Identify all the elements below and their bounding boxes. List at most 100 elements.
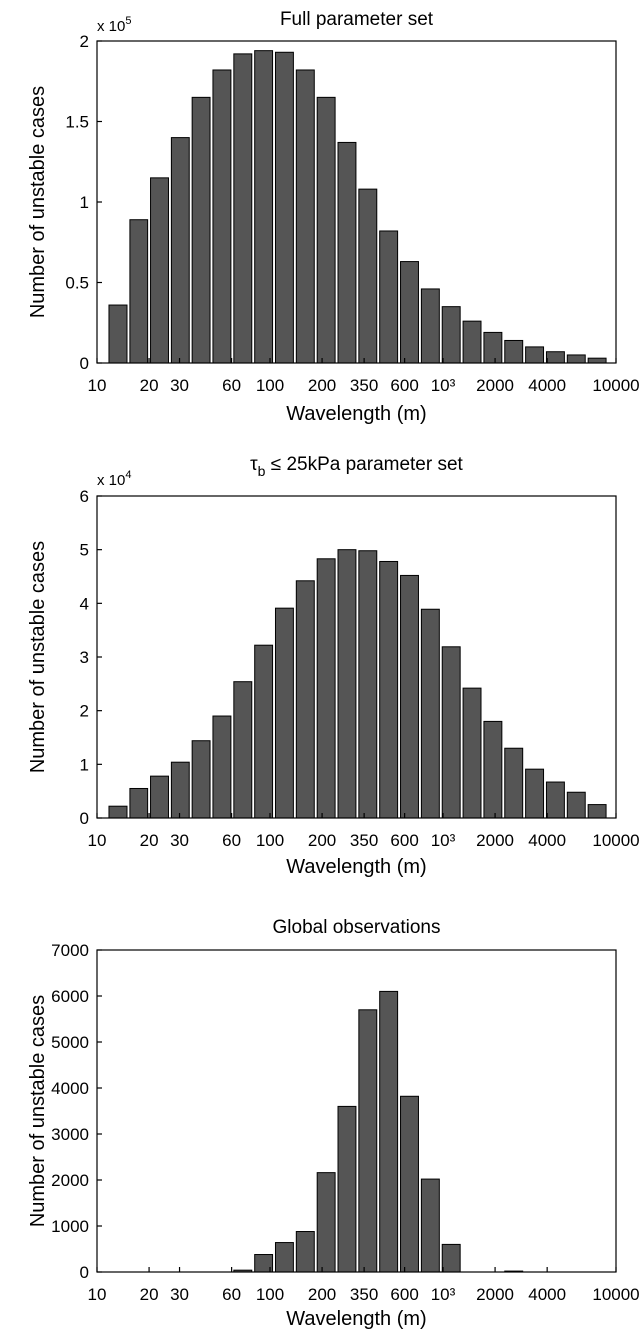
x-axis-label: Wavelength (m) [286,856,426,878]
bar [566,354,586,364]
x-tick-label: 2000 [476,376,514,395]
y-tick-label: 0 [80,809,89,828]
x-tick-label: 10 [88,1285,107,1304]
x-tick-label: 60 [222,831,241,850]
bar [337,1105,357,1273]
bar [150,177,169,364]
y-axis-label: Number of unstable cases [27,541,49,773]
bar [316,558,336,819]
bar [254,50,274,364]
x-tick-label: 10 [88,376,107,395]
y-tick-label: 3000 [51,1125,89,1144]
bar [358,550,378,819]
y-tick-label: 7000 [51,941,89,960]
y-tick-label: 2 [80,702,89,721]
x-tick-label: 4000 [528,376,566,395]
x-tick-label: 10³ [431,831,456,850]
x-tick-label: 10000 [592,831,639,850]
x-tick-label: 100 [256,376,284,395]
bar [420,288,440,364]
bar [441,1243,461,1273]
y-tick-label: 1000 [51,1217,89,1236]
bar [108,805,128,819]
x-tick-label: 100 [256,831,284,850]
bar [504,339,524,364]
x-tick-label: 600 [390,1285,418,1304]
x-tick-label: 350 [350,831,378,850]
bar [358,1009,378,1273]
chart-title: τb ≤ 25kPa parameter set [250,454,463,479]
x-tick-label: 350 [350,1285,378,1304]
bar [504,747,524,819]
x-tick-label: 30 [170,831,189,850]
bar [233,681,253,819]
bar [191,96,211,364]
bar [274,51,294,364]
x-tick-label: 4000 [528,831,566,850]
bar [108,304,128,364]
plot-frame [96,949,617,1273]
bar [274,1242,294,1273]
y-tick-label: 3 [80,648,89,667]
y-multiplier: x 105 [97,15,131,35]
bar [191,740,211,819]
x-tick-label: 30 [170,376,189,395]
bar [441,306,461,364]
y-tick-label: 2 [80,32,89,51]
y-tick-label: 5 [80,541,89,560]
x-tick-label: 600 [390,376,418,395]
bar [316,1172,336,1273]
x-tick-label: 10000 [592,1285,639,1304]
bar [295,580,315,819]
x-tick-label: 2000 [476,831,514,850]
bar [441,646,461,819]
chart-title: Full parameter set [280,9,434,30]
y-tick-label: 0 [80,1263,89,1282]
bar [566,791,586,819]
bar [337,549,357,819]
bar [150,775,169,819]
bar [254,644,274,819]
bar [295,69,315,364]
y-tick-label: 0.5 [65,274,89,293]
x-axis-label: Wavelength (m) [286,1308,426,1330]
x-tick-label: 200 [308,831,336,850]
y-tick-label: 6 [80,487,89,506]
bar [525,768,545,819]
chart-2: 0 1 2 3 4 5 6 10 20 30 60 100 200 350 600 10³ 2000 4000 10… [27,454,640,878]
bar [400,261,419,364]
y-tick-label: 6000 [51,987,89,1006]
bar [587,357,607,364]
chart-1: 0 0.5 1 1.5 2 10 20 30 60 100 200 350 600 10³ 2000 4000… [27,9,640,425]
x-tick-label: 200 [308,376,336,395]
bar [316,96,336,364]
bar [337,141,357,364]
x-tick-label: 2000 [476,1285,514,1304]
bar [525,346,545,364]
x-axis-label: Wavelength (m) [286,403,426,425]
bar [129,219,149,364]
bar [129,787,149,819]
x-tick-label: 4000 [528,1285,566,1304]
x-tick-label: 100 [256,1285,284,1304]
x-tick-label: 30 [170,1285,189,1304]
bar [379,230,399,364]
bar [274,607,294,819]
bar [170,137,190,364]
x-tick-label: 200 [308,1285,336,1304]
x-tick-label: 10³ [431,1285,456,1304]
bar [358,188,378,364]
chart-3: 0 1000 2000 3000 4000 5000 6000 7000 10 20 30 60 100… [27,917,640,1330]
y-tick-label: 1 [80,193,89,212]
bar [587,804,607,819]
x-tick-label: 350 [350,376,378,395]
x-tick-label: 20 [140,1285,159,1304]
bar [545,781,565,819]
bar [170,761,190,819]
y-multiplier: x 104 [97,469,131,489]
y-tick-label: 4000 [51,1079,89,1098]
x-tick-label: 600 [390,831,418,850]
x-tick-label: 10³ [431,376,456,395]
bar [420,608,440,819]
